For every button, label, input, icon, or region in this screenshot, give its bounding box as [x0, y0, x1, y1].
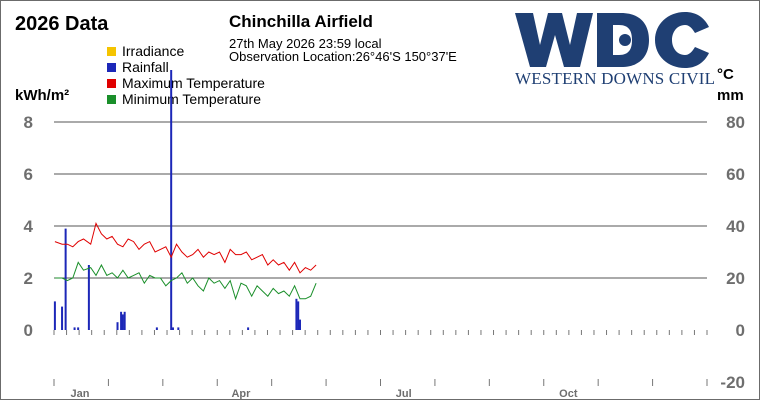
rainfall-bar — [77, 327, 80, 330]
legend-swatch-irradiance — [107, 46, 116, 56]
legend-label-rainfall: Rainfall — [122, 59, 169, 75]
x-axis: Jan Apr Jul Oct — [53, 330, 708, 399]
y-right-tick-label: 80 — [726, 113, 745, 132]
y-left-tick-label: 0 — [24, 321, 33, 340]
y-left-tick-label: 8 — [24, 113, 33, 132]
y-right-tick-label: 60 — [726, 165, 745, 184]
location: Observation Location:26°46'S 150°37'E — [229, 49, 457, 64]
legend: Irradiance Rainfall Maximum Temperature … — [107, 43, 265, 107]
rainfall-bar — [116, 322, 119, 330]
legend-item-rainfall: Rainfall — [107, 59, 265, 75]
legend-label-irradiance: Irradiance — [122, 43, 185, 59]
x-tick-label: Jul — [396, 388, 412, 399]
rainfall-bar — [73, 327, 76, 330]
y-right-tick-label: 40 — [726, 217, 745, 236]
logo-company-name: WESTERN DOWNS CIVIL — [515, 69, 716, 88]
max-temperature-line — [54, 222, 317, 274]
timestamp: 27th May 2026 23:59 local — [229, 36, 382, 51]
rainfall-bar — [170, 70, 173, 330]
y-right-temp-label: °C — [717, 66, 734, 83]
rainfall-bar — [171, 327, 174, 330]
y-left-tick-label: 6 — [24, 165, 33, 184]
rainfall-bar — [53, 301, 56, 330]
wdc-logo: WESTERN DOWNS CIVIL — [513, 9, 716, 88]
y-right-axis: -20 0 20 40 60 80 — [720, 113, 745, 392]
y-right-rain-label: mm — [717, 87, 744, 104]
rainfall-bar — [123, 311, 126, 330]
chart-title: 2026 Data — [15, 13, 109, 35]
rainfall-bar — [155, 327, 158, 330]
min-temperature-line — [54, 261, 317, 301]
rainfall-bar — [177, 327, 180, 330]
rainfall-bar — [297, 301, 300, 330]
y-left-axis: 0 2 4 6 8 — [24, 113, 34, 340]
rainfall-bar — [295, 298, 298, 330]
rainfall-bar — [61, 306, 64, 330]
y-right-tick-label: -20 — [720, 373, 745, 392]
y-right-tick-label: 20 — [726, 269, 745, 288]
rainfall-bar — [247, 327, 250, 330]
x-tick-label: Jan — [70, 388, 89, 399]
x-tick-label: Oct — [559, 388, 578, 399]
gridlines — [54, 121, 707, 279]
legend-swatch-rainfall — [107, 62, 116, 72]
y-left-axis-label: kWh/m² — [15, 87, 70, 104]
y-right-tick-label: 0 — [736, 321, 745, 340]
legend-swatch-min-temp — [107, 94, 116, 104]
station-name: Chinchilla Airfield — [229, 12, 373, 31]
legend-item-min-temp: Minimum Temperature — [107, 91, 265, 107]
rainfall-bar — [298, 319, 301, 330]
y-left-tick-label: 4 — [24, 217, 34, 236]
x-tick-label: Apr — [231, 388, 251, 399]
legend-label-min-temp: Minimum Temperature — [122, 91, 262, 107]
rainfall-bar — [121, 314, 124, 330]
legend-item-max-temp: Maximum Temperature — [107, 75, 265, 91]
legend-label-max-temp: Maximum Temperature — [122, 75, 265, 91]
rainfall-bar — [87, 265, 90, 330]
legend-item-irradiance: Irradiance — [107, 43, 265, 59]
y-left-tick-label: 2 — [24, 269, 33, 288]
rainfall-bars — [53, 70, 301, 330]
legend-swatch-max-temp — [107, 78, 116, 88]
rainfall-bar — [120, 311, 123, 330]
temperature-lines — [54, 222, 317, 301]
observation-info: 27th May 2026 23:59 local Observation Lo… — [229, 37, 457, 63]
wdc-logo-letters — [515, 12, 709, 68]
